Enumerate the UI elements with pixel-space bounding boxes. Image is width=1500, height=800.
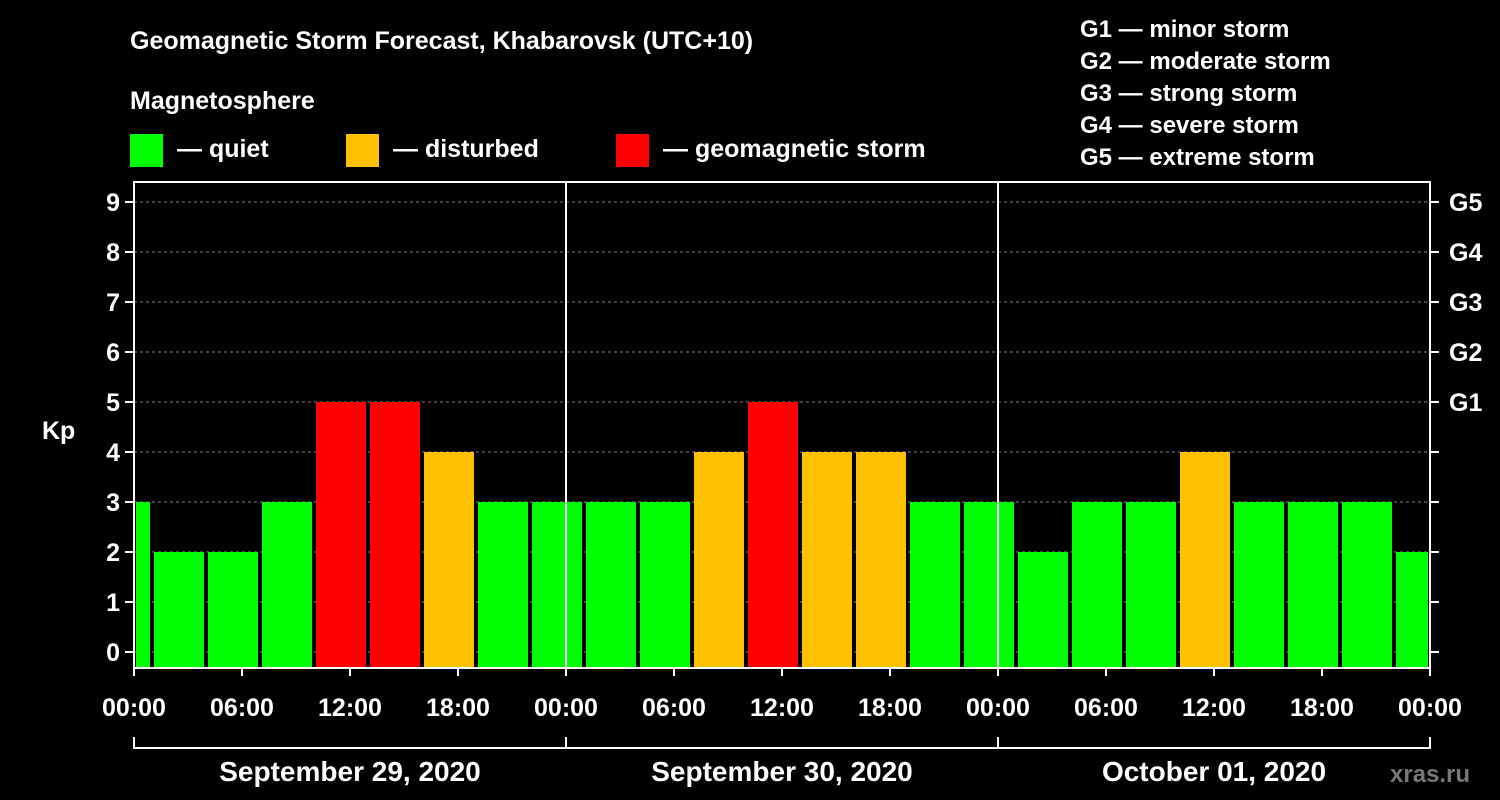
kp-bar-11 <box>694 452 744 668</box>
day-label-2: October 01, 2020 <box>1102 756 1326 787</box>
kp-bar-16 <box>964 502 1014 668</box>
legend-label-1: — disturbed <box>393 135 539 163</box>
kp-bar-18 <box>1072 502 1122 668</box>
kp-bar-4 <box>316 402 366 668</box>
kp-bar-14 <box>856 452 906 668</box>
y-tick-label-4: 4 <box>106 439 120 467</box>
y-tick-label-3: 3 <box>106 489 120 517</box>
kp-bar-8 <box>532 502 582 668</box>
y-tick-label-5: 5 <box>106 389 120 417</box>
kp-bar-21 <box>1234 502 1284 668</box>
x-tick-label-12: 00:00 <box>1398 694 1462 722</box>
kp-bar-17 <box>1018 552 1068 668</box>
y-tick-label-9: 9 <box>106 189 120 217</box>
y-tick-label-1: 1 <box>106 589 120 617</box>
kp-bar-20 <box>1180 452 1230 668</box>
x-tick-label-0: 00:00 <box>102 694 166 722</box>
kp-bar-13 <box>802 452 852 668</box>
legend-swatch-1 <box>346 134 379 167</box>
x-tick-label-8: 00:00 <box>966 694 1030 722</box>
kp-bar-2 <box>208 552 258 668</box>
kp-bar-12 <box>748 402 798 668</box>
g-scale-label-0: G1 <box>1449 389 1482 417</box>
kp-bar-1 <box>154 552 204 668</box>
y-tick-label-8: 8 <box>106 239 120 267</box>
kp-bar-6 <box>424 452 474 668</box>
x-tick-label-7: 18:00 <box>858 694 922 722</box>
kp-bar-10 <box>640 502 690 668</box>
legend-title: Magnetosphere <box>130 87 315 115</box>
x-tick-label-5: 06:00 <box>642 694 706 722</box>
x-tick-label-11: 18:00 <box>1290 694 1354 722</box>
scale-legend-item-3: G4 — severe storm <box>1080 112 1299 139</box>
legend-swatch-0 <box>130 134 163 167</box>
scale-legend-item-1: G2 — moderate storm <box>1080 48 1331 75</box>
kp-bar-3 <box>262 502 312 668</box>
plot-area: 0 1 2 3 4 5 6 7 8 9 G1 G2 G3 G4 G5 00:00 06:00 12:00 18:00… <box>102 181 1482 787</box>
chart-title: Geomagnetic Storm Forecast, Khabarovsk (… <box>130 27 753 55</box>
scale-legend-item-0: G1 — minor storm <box>1080 16 1289 43</box>
kp-bar-7 <box>478 502 528 668</box>
legend-swatch-2 <box>616 134 649 167</box>
x-tick-label-1: 06:00 <box>210 694 274 722</box>
x-tick-label-2: 12:00 <box>318 694 382 722</box>
x-tick-label-4: 00:00 <box>534 694 598 722</box>
y-tick-label-7: 7 <box>106 289 120 317</box>
kp-bar-23 <box>1342 502 1392 668</box>
x-tick-label-9: 06:00 <box>1074 694 1138 722</box>
legend-label-2: — geomagnetic storm <box>663 135 926 163</box>
y-tick-label-2: 2 <box>106 539 120 567</box>
legend: — quiet — disturbed — geomagnetic storm <box>130 134 926 167</box>
kp-bar-5 <box>370 402 420 668</box>
x-tick-label-6: 12:00 <box>750 694 814 722</box>
g-scale-label-2: G3 <box>1449 289 1482 317</box>
y-axis-label: Kp <box>42 417 75 445</box>
day-label-1: September 30, 2020 <box>651 756 913 787</box>
y-tick-label-6: 6 <box>106 339 120 367</box>
x-tick-label-3: 18:00 <box>426 694 490 722</box>
x-tick-label-10: 12:00 <box>1182 694 1246 722</box>
kp-bar-24 <box>1396 552 1428 668</box>
g-scale-label-4: G5 <box>1449 189 1482 217</box>
kp-bar-19 <box>1126 502 1176 668</box>
y-tick-label-0: 0 <box>106 639 120 667</box>
legend-label-0: — quiet <box>177 135 269 163</box>
scale-legend-item-4: G5 — extreme storm <box>1080 144 1315 171</box>
kp-bar-15 <box>910 502 960 668</box>
kp-bar-0 <box>136 502 150 668</box>
g-scale-label-1: G2 <box>1449 339 1482 367</box>
storm-scale-legend: G1 — minor storm G2 — moderate storm G3 — … <box>1080 16 1331 171</box>
day-label-0: September 29, 2020 <box>219 756 481 787</box>
kp-bar-9 <box>586 502 636 668</box>
g-scale-label-3: G4 <box>1449 239 1482 267</box>
watermark: xras.ru <box>1390 761 1470 788</box>
kp-bar-22 <box>1288 502 1338 668</box>
scale-legend-item-2: G3 — strong storm <box>1080 80 1297 107</box>
